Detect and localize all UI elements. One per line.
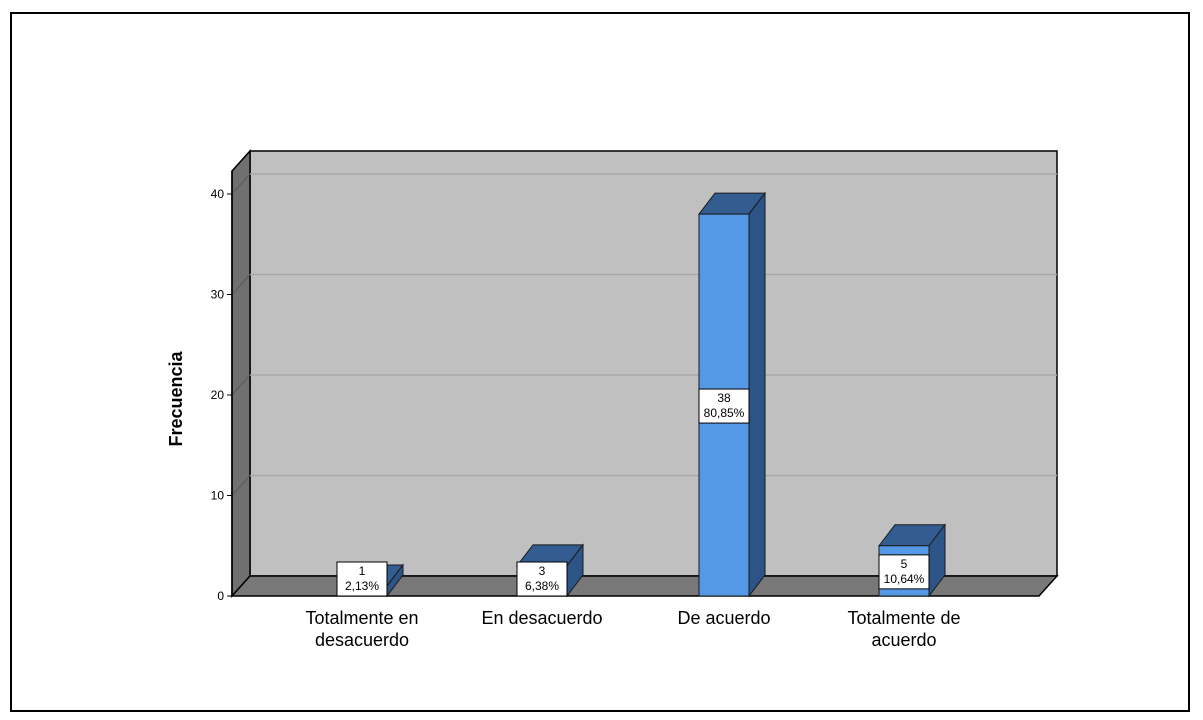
back-wall <box>249 150 1058 577</box>
data-label-percent: 6,38% <box>525 579 559 593</box>
y-tick-label: 20 <box>211 388 225 402</box>
data-label-percent: 10,64% <box>884 572 925 586</box>
data-label: 12,13% <box>336 561 388 597</box>
gridlines <box>231 173 1057 496</box>
gridline-side <box>231 475 251 496</box>
data-label-box <box>698 388 750 424</box>
data-label: 36,38% <box>516 561 568 597</box>
data-label: 510,64% <box>878 554 930 590</box>
floor <box>230 575 1059 597</box>
x-tick-label: De acuerdo <box>677 608 770 628</box>
y-axis-title: Frecuencia <box>166 350 186 446</box>
chart-frame: 0 10 20 30 40 1 2,13% 3 6,38% 38 80,85% 5 10,64% To… <box>10 12 1190 712</box>
x-tick-label: En desacuerdo <box>481 608 602 628</box>
data-label-box <box>516 561 568 597</box>
data-label-percent: 2,13% <box>345 579 379 593</box>
y-tick-label: 0 <box>217 589 224 603</box>
data-label-value: 1 <box>359 564 366 578</box>
x-tick-label: desacuerdo <box>315 630 409 650</box>
data-label-value: 5 <box>901 557 908 571</box>
data-label-value: 38 <box>717 391 731 405</box>
y-tick-label: 40 <box>211 187 225 201</box>
gridline-side <box>231 173 251 195</box>
gridline-side <box>231 374 251 396</box>
data-label-box <box>878 554 930 590</box>
x-tick-label: acuerdo <box>871 630 936 650</box>
x-tick-label: Totalmente de <box>847 608 960 628</box>
bar-side <box>748 191 766 598</box>
x-tick-label: Totalmente en <box>305 608 418 628</box>
data-label-box <box>336 561 388 597</box>
gridline-side <box>231 274 251 295</box>
y-tick-label: 10 <box>211 489 225 503</box>
data-label-value: 3 <box>539 564 546 578</box>
data-label-percent: 80,85% <box>704 406 745 420</box>
y-tick-label: 30 <box>211 288 225 302</box>
left-wall <box>231 149 251 598</box>
y-axis: 0 10 20 30 40 <box>211 171 233 603</box>
